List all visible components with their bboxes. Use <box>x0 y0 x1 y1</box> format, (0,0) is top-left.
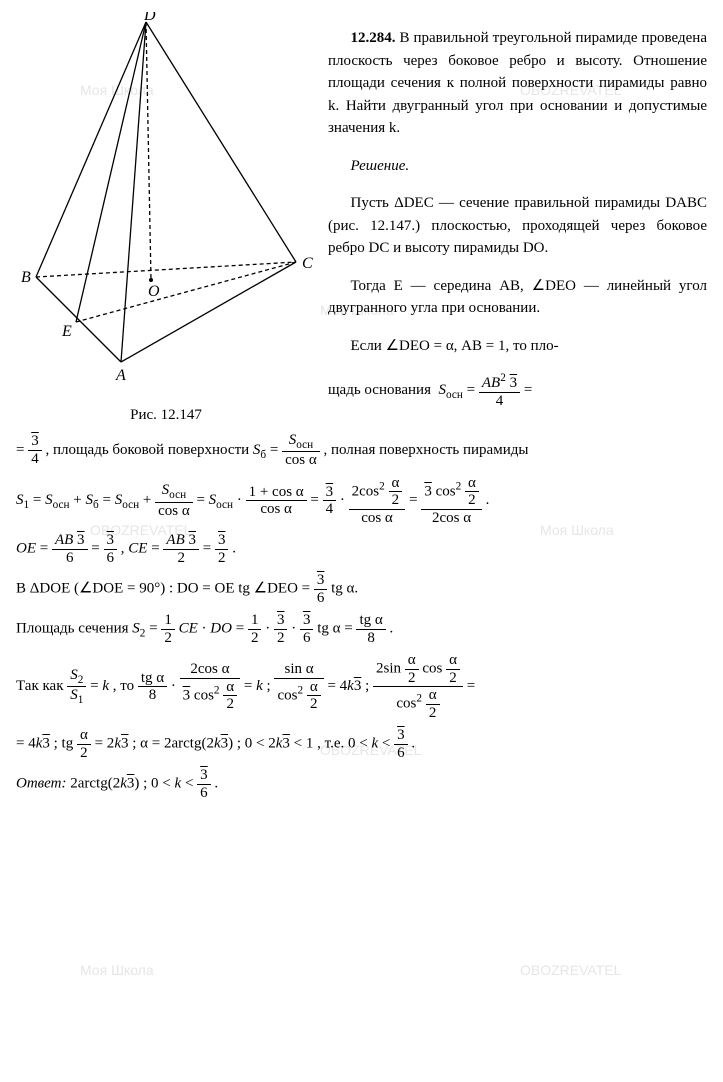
solution-p3b: щадь основания Sосн = AB2 34 = <box>328 372 707 409</box>
problem-text: 12.284. В правильной треугольной пирамид… <box>328 12 707 426</box>
line-since: Так как S2S1 = k , то tg α8 · 2cos α3 co… <box>16 652 707 721</box>
figure-caption: Рис. 12.147 <box>16 404 316 427</box>
since-text: Так как <box>16 678 67 694</box>
svg-text:O: O <box>148 283 160 300</box>
svg-text:A: A <box>115 367 126 384</box>
section-area-text: Площадь сечения <box>16 621 132 637</box>
line-lateral: = 34 , площадь боковой поверхности Sб = … <box>16 432 707 469</box>
answer-sep: ; <box>143 776 151 792</box>
solution-p1: Пусть ΔDEC — сечение правильной пирамиды… <box>328 192 707 260</box>
solution-heading-text: Решение. <box>351 158 410 174</box>
solution-p3a: Если ∠DEO = α, AB = 1, то пло- <box>328 335 707 358</box>
line-doe: В ΔDOE (∠DOE = 90°) : DO = OE tg ∠DEO = … <box>16 572 707 606</box>
svg-text:E: E <box>61 323 72 340</box>
oe-ce-end: . <box>232 541 236 557</box>
line-section-area: Площадь сечения S2 = 12 CE · DO = 12 · 3… <box>16 612 707 646</box>
lateral-text: , площадь боковой поверхности <box>45 442 252 458</box>
diagram-column: D B C A E O Рис. 12.147 <box>16 12 316 426</box>
svg-text:C: C <box>302 255 313 272</box>
watermark: OBOZREVATEL <box>520 960 621 981</box>
doe-tail: tg α. <box>331 581 358 597</box>
svg-text:B: B <box>21 269 31 286</box>
top-section: D B C A E O Рис. 12.147 12.284. В правильной … <box>16 12 707 426</box>
answer-line: Ответ: 2arctg(2k3) ; 0 < k < 36 . <box>16 767 707 801</box>
solution-heading: Решение. <box>328 155 707 178</box>
line-derive: = 4k3 ; tg α2 = 2k3 ; α = 2arctg(2k3) ; … <box>16 727 707 761</box>
solution-p2: Тогда E — середина AB, ∠DEO — линейный у… <box>328 275 707 320</box>
lateral-tail: , полная поверхность пирамиды <box>323 442 528 458</box>
line-s1: S1 = Sосн + Sб = Sосн + Sоснcos α = Sосн… <box>16 475 707 527</box>
problem-number: 12.284. <box>351 30 396 46</box>
derive-end: , т.е. <box>317 736 348 752</box>
answer-label: Ответ: <box>16 776 70 792</box>
problem-statement: 12.284. В правильной треугольной пирамид… <box>328 27 707 140</box>
watermark: Моя Школа <box>80 960 154 981</box>
pyramid-diagram: D B C A E O <box>16 12 316 392</box>
svg-text:D: D <box>143 12 156 24</box>
since-mid: , то <box>113 678 138 694</box>
line-oe-ce: OE = AB 36 = 36 , CE = AB 32 = 32 . <box>16 532 707 566</box>
doe-text: В ΔDOE (∠DOE = 90°) : DO = OE tg ∠DEO = <box>16 581 314 597</box>
p3b-text: щадь основания <box>328 382 431 398</box>
